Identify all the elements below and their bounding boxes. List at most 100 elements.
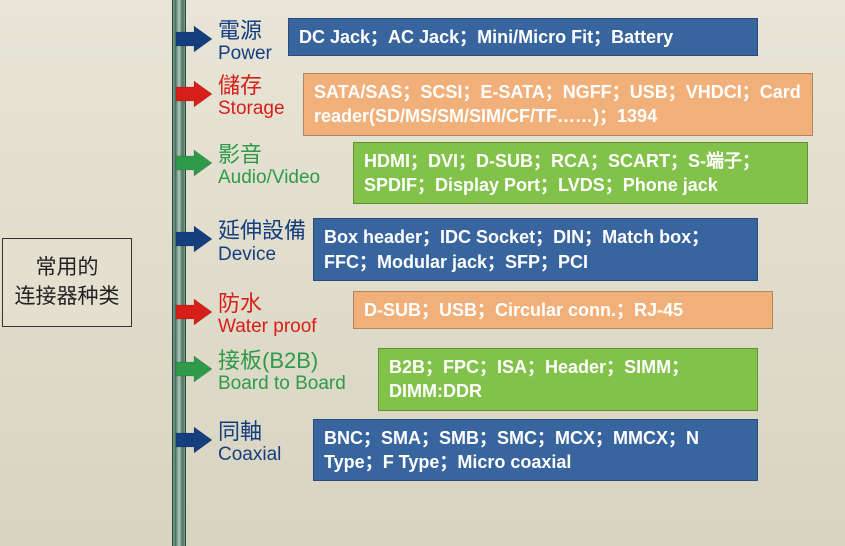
connector-item: Circular conn. <box>495 300 616 320</box>
category-label: 影音Audio/Video <box>218 142 343 189</box>
arrow-wrap <box>170 291 218 327</box>
category-label-en: Water proof <box>218 316 337 338</box>
connector-item: Micro coaxial <box>457 452 571 472</box>
connector-item: Mini/Micro Fit <box>477 27 593 47</box>
connector-item: SCART <box>608 151 670 171</box>
separator: ； <box>527 357 545 377</box>
connector-item: IDC Socket <box>440 227 535 247</box>
category-label-cn: 接板(B2B) <box>218 348 372 373</box>
title-line-2: 连接器种类 <box>11 282 123 311</box>
separator: ； <box>477 300 495 320</box>
separator: ； <box>616 300 634 320</box>
items-box: B2B；FPC；ISA；Header；SIMM；DIMM:DDR <box>378 348 758 411</box>
arrow-wrap <box>170 73 218 109</box>
separator: ； <box>612 82 630 102</box>
category-label-cn: 儲存 <box>218 73 297 98</box>
category-row: 同軸CoaxialBNC；SMA；SMB；SMC；MCX；MMCX；N Type… <box>170 419 840 482</box>
category-label-cn: 電源 <box>218 18 282 43</box>
connector-item: D-SUB <box>476 151 533 171</box>
separator: ； <box>459 27 477 47</box>
connector-item: Battery <box>611 27 673 47</box>
separator: ； <box>742 151 760 171</box>
separator: ； <box>605 175 623 195</box>
separator: ； <box>370 27 388 47</box>
separator: ； <box>421 300 439 320</box>
connector-item: SFP <box>505 252 540 272</box>
connector-item: Modular jack <box>377 252 487 272</box>
connector-item: BNC <box>324 428 363 448</box>
separator: ； <box>742 82 760 102</box>
separator: ； <box>691 227 709 247</box>
separator: ； <box>537 428 555 448</box>
connector-item: AC Jack <box>388 27 459 47</box>
connector-item: FFC <box>324 252 359 272</box>
items-box: D-SUB；USB；Circular conn.；RJ-45 <box>353 291 773 329</box>
separator: ； <box>363 428 381 448</box>
category-row: 影音Audio/VideoHDMI；DVI；D-SUB；RCA；SCART；S-… <box>170 142 840 205</box>
arrow-icon <box>174 224 214 254</box>
connector-item: MCX <box>555 428 595 448</box>
items-box: HDMI；DVI；D-SUB；RCA；SCART；S-端子；SPDIF；Disp… <box>353 142 808 205</box>
separator: ； <box>359 252 377 272</box>
category-label: 同軸Coaxial <box>218 419 303 466</box>
connector-item: Match box <box>602 227 691 247</box>
category-label-en: Device <box>218 244 307 266</box>
connector-item: SPDIF <box>364 175 417 195</box>
arrow-icon <box>174 297 214 327</box>
connector-item: ISA <box>497 357 527 377</box>
category-row: 儲存StorageSATA/SAS；SCSI；E-SATA；NGFF；USB；V… <box>170 73 840 136</box>
category-row: 接板(B2B)Board to BoardB2B；FPC；ISA；Header；… <box>170 348 840 411</box>
separator: ； <box>365 452 383 472</box>
separator: ； <box>540 252 558 272</box>
separator: ； <box>670 151 688 171</box>
connector-item: Header <box>545 357 606 377</box>
category-label: 儲存Storage <box>218 73 303 120</box>
connector-item: RCA <box>551 151 590 171</box>
category-label-en: Audio/Video <box>218 167 337 189</box>
separator: ； <box>540 175 558 195</box>
category-label-en: Coaxial <box>218 444 297 466</box>
separator: ； <box>402 82 420 102</box>
connector-item: DC Jack <box>299 27 370 47</box>
separator: ； <box>593 27 611 47</box>
arrow-icon <box>174 425 214 455</box>
category-label: 防水Water proof <box>218 291 343 338</box>
connector-item: FPC <box>443 357 479 377</box>
arrow-icon <box>174 148 214 178</box>
separator: ； <box>595 428 613 448</box>
connector-item: Display Port <box>435 175 540 195</box>
separator: ； <box>421 428 439 448</box>
connector-item: B2B <box>389 357 425 377</box>
connector-item: S-端子 <box>688 151 742 171</box>
connector-item: DIMM:DDR <box>389 381 482 401</box>
separator: ； <box>417 175 435 195</box>
items-box: DC Jack；AC Jack；Mini/Micro Fit；Battery <box>288 18 758 56</box>
connector-item: SMB <box>439 428 479 448</box>
connector-item: F Type <box>383 452 440 472</box>
arrow-wrap <box>170 218 218 254</box>
connector-item: DVI <box>428 151 458 171</box>
separator: ； <box>668 428 686 448</box>
separator: ； <box>479 428 497 448</box>
category-label-cn: 影音 <box>218 142 337 167</box>
category-label-cn: 同軸 <box>218 419 297 444</box>
title-box: 常用的 连接器种类 <box>2 238 132 327</box>
separator: ； <box>599 106 617 126</box>
arrow-icon <box>174 79 214 109</box>
connector-item: SMA <box>381 428 421 448</box>
connector-item: SATA/SAS <box>314 82 402 102</box>
separator: ； <box>422 227 440 247</box>
separator: ； <box>535 227 553 247</box>
separator: ； <box>668 82 686 102</box>
connector-item: VHDCI <box>686 82 742 102</box>
connector-item: LVDS <box>558 175 605 195</box>
separator: ； <box>439 452 457 472</box>
connector-item: 1394 <box>617 106 657 126</box>
connector-item: SIMM <box>624 357 671 377</box>
category-label-en: Board to Board <box>218 373 372 395</box>
arrow-wrap <box>170 18 218 54</box>
category-label-cn: 防水 <box>218 291 337 316</box>
connector-item: PCI <box>558 252 588 272</box>
separator: ； <box>462 82 480 102</box>
connector-item: USB <box>630 82 668 102</box>
